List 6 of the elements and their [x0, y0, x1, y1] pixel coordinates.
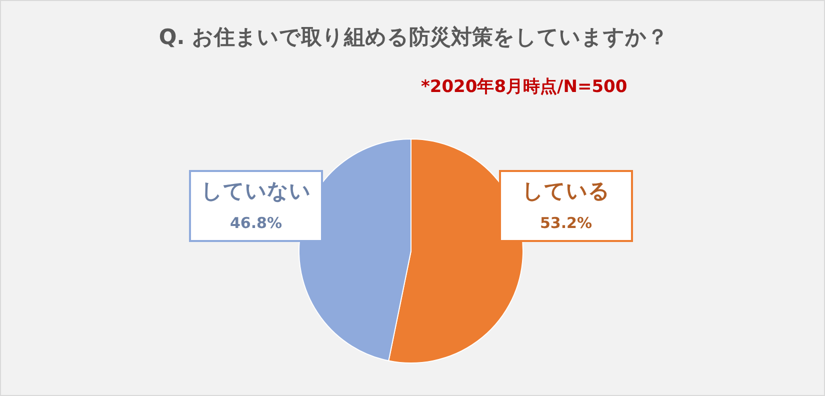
data-label: 53.2% [540, 214, 592, 232]
chart-title: Q. お住まいで取り組める防災対策をしていますか？ [158, 24, 670, 51]
slice-label: している [522, 179, 610, 203]
slice-label: していない [201, 179, 311, 203]
text: *2020年8月時点/N=500 [421, 76, 628, 98]
data-label: 46.8% [230, 214, 282, 232]
